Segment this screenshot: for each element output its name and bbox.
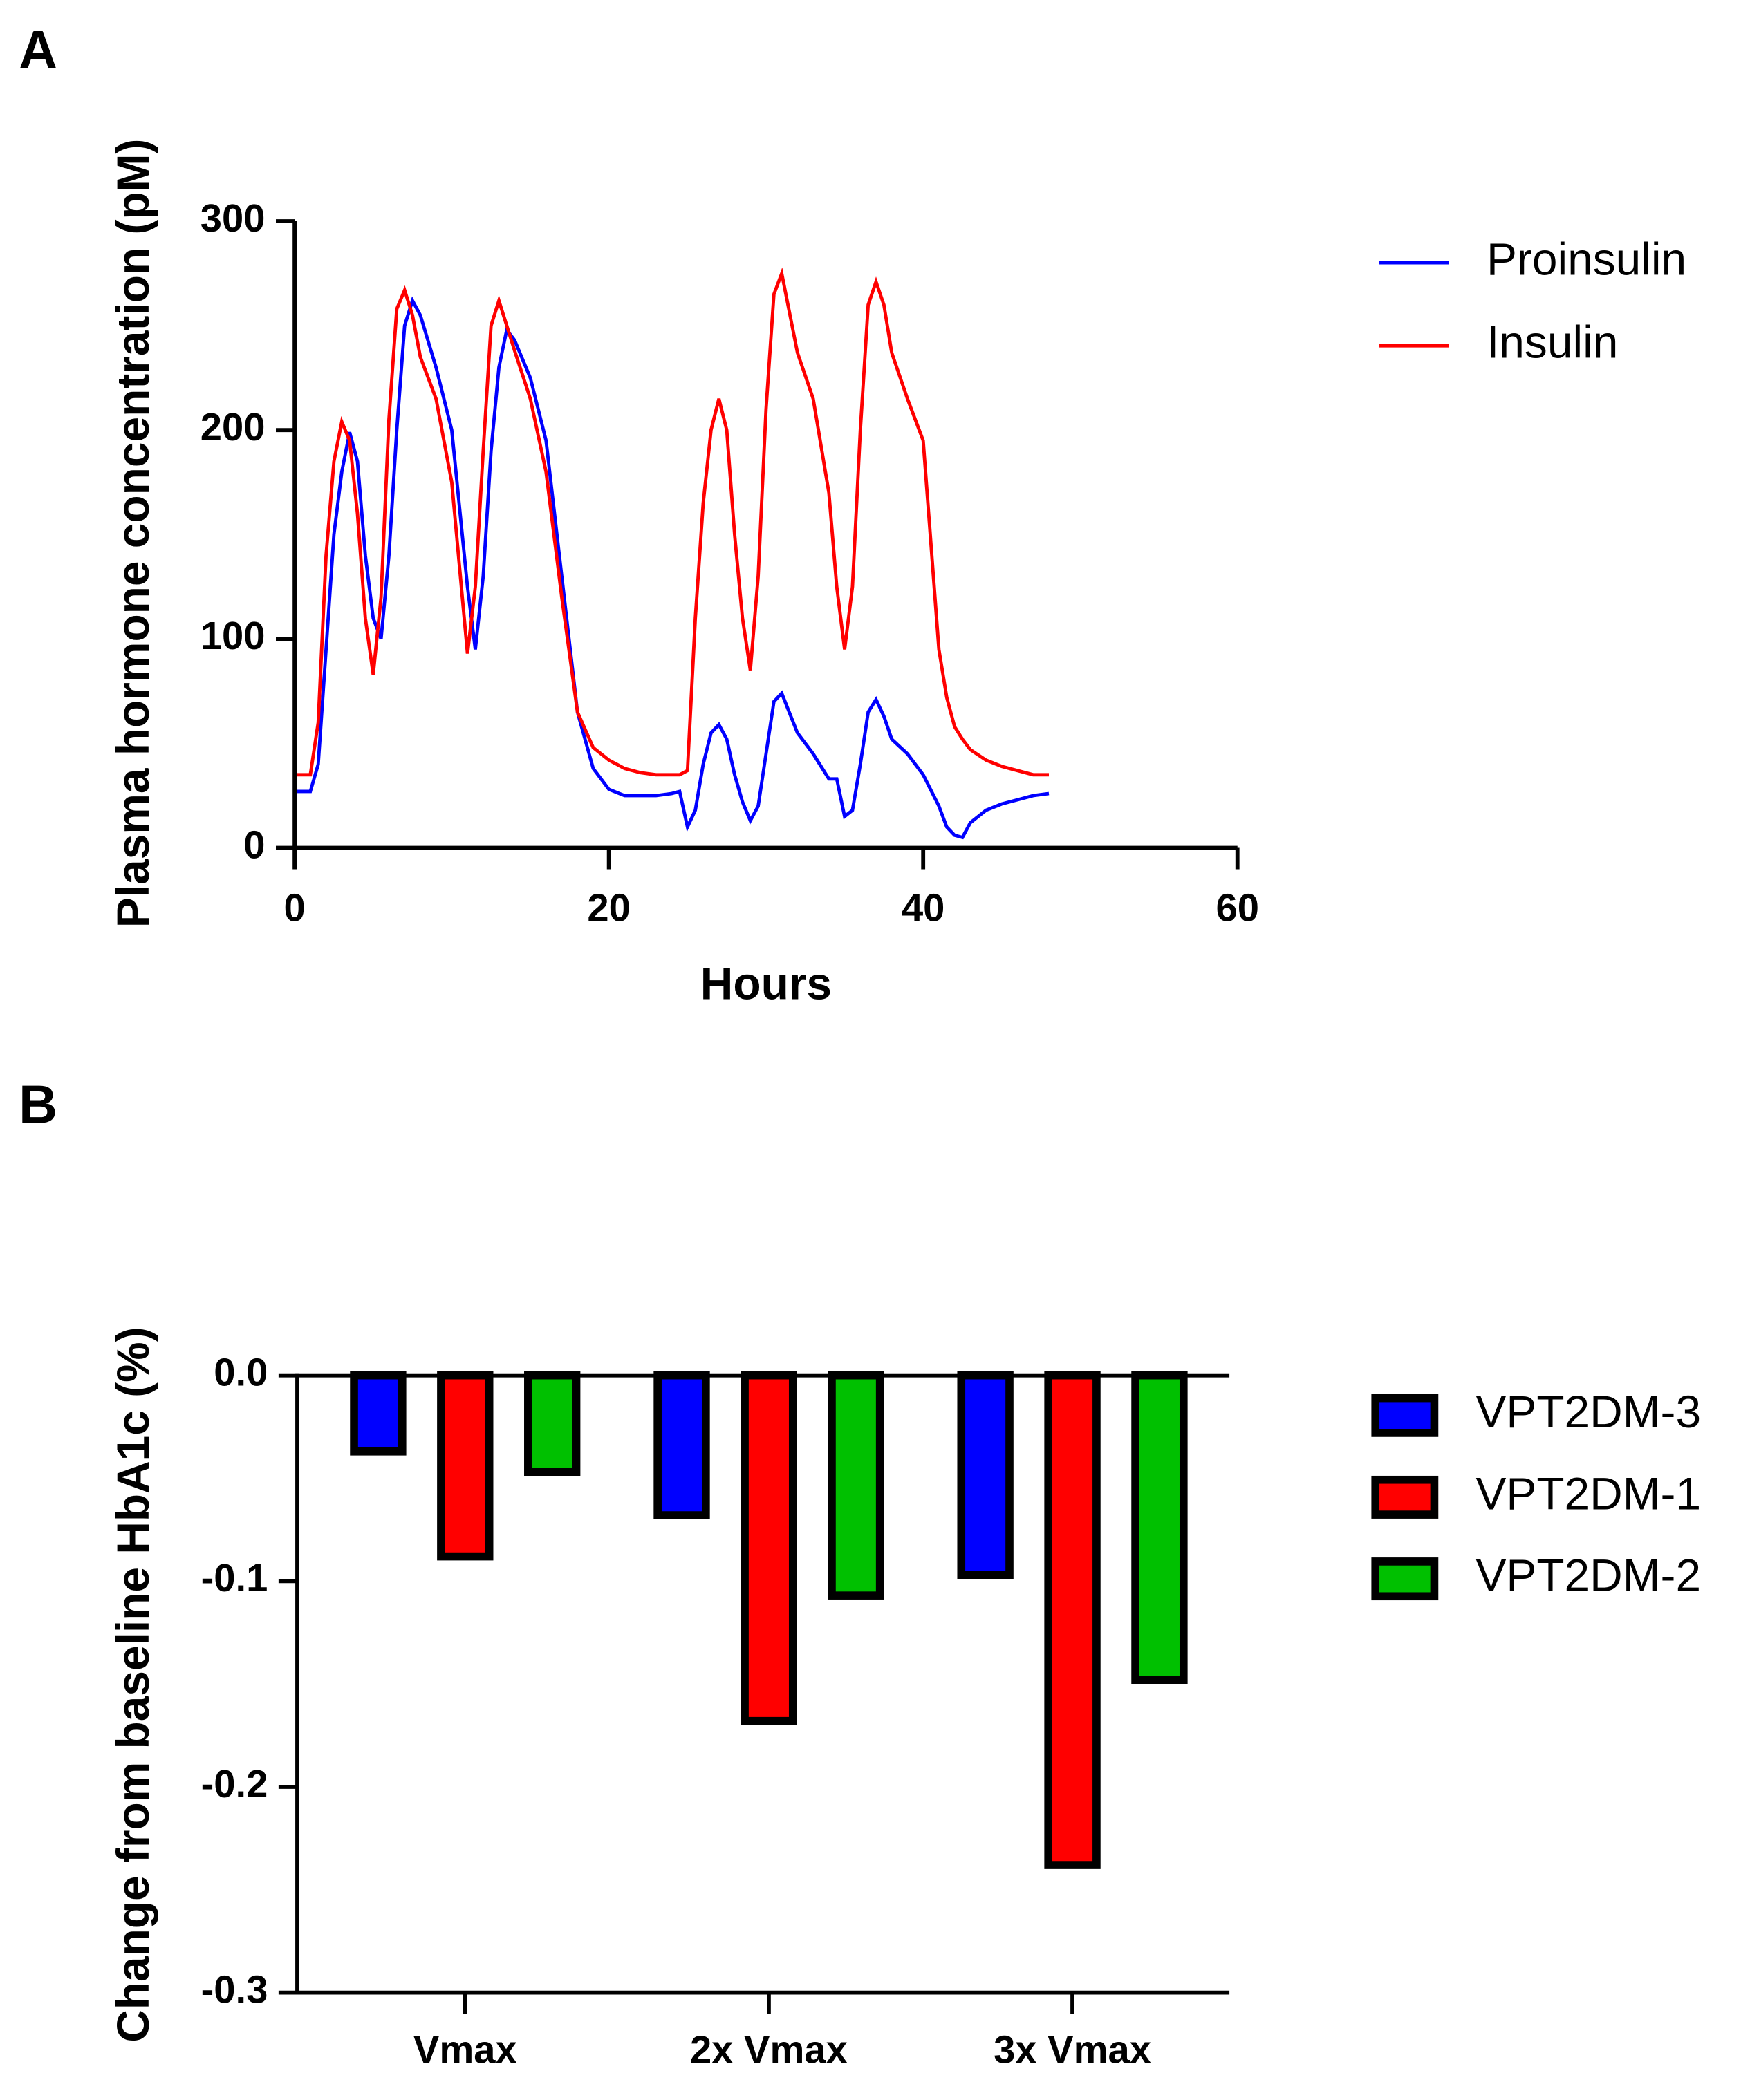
x-tick-label: 3x Vmax <box>994 2028 1151 2072</box>
y-tick-label: -0.2 <box>201 1762 268 1806</box>
bar <box>1044 1371 1101 1869</box>
y-tick-label: 300 <box>201 196 266 240</box>
x-tick-label: 0 <box>284 885 306 929</box>
panel-label: A <box>19 20 57 79</box>
bar <box>741 1371 797 1725</box>
bar <box>957 1371 1014 1579</box>
y-axis-title: Change from baseline HbA1c (%) <box>107 1326 158 2042</box>
x-tick-label: 2x Vmax <box>690 2028 848 2072</box>
y-tick-label: 0 <box>243 823 265 866</box>
x-tick-label: 40 <box>902 885 944 929</box>
y-tick-label: 100 <box>201 614 266 657</box>
legend-label: VPT2DM-2 <box>1475 1549 1701 1600</box>
x-tick-label: Vmax <box>413 2028 517 2072</box>
x-axis-title: Hours <box>700 957 832 1009</box>
legend-swatch <box>1371 1557 1439 1601</box>
y-tick-label: 0.0 <box>214 1351 268 1394</box>
bar <box>350 1371 407 1456</box>
legend-swatch <box>1371 1394 1439 1437</box>
data-line <box>295 296 1050 840</box>
legend-label: VPT2DM-1 <box>1475 1468 1701 1519</box>
x-tick-label: 20 <box>587 885 630 929</box>
bar <box>1131 1371 1188 1684</box>
legend-label: VPT2DM-3 <box>1475 1386 1701 1437</box>
y-axis-title: Plasma hormone concentration (pM) <box>107 139 158 928</box>
legend-label: Insulin <box>1487 317 1618 368</box>
y-tick-label: 200 <box>201 405 266 449</box>
data-line <box>295 267 1049 777</box>
bar <box>437 1371 494 1561</box>
legend-label: Proinsulin <box>1487 233 1686 284</box>
panel-label: B <box>19 1076 57 1135</box>
x-tick-label: 60 <box>1216 885 1258 929</box>
y-tick-label: -0.1 <box>201 1556 268 1600</box>
legend-swatch <box>1371 1475 1439 1519</box>
y-tick-label: -0.3 <box>201 1967 268 2011</box>
bar <box>653 1371 710 1519</box>
bar <box>828 1371 884 1600</box>
bar <box>524 1371 581 1476</box>
